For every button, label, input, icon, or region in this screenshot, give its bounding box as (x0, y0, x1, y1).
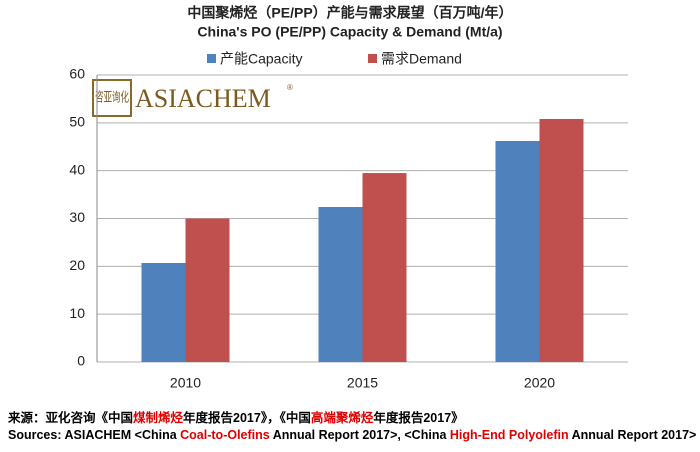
source-segment: Annual Report 2017> (568, 428, 697, 442)
x-tick-label: 2020 (524, 375, 555, 391)
source-segment: 高端聚烯烃 (310, 411, 374, 425)
source-en: Sources: ASIACHEM <China Coal-to-Olefins… (8, 428, 696, 442)
source-cn: 来源：亚化咨询《中国煤制烯烃年度报告2017》，《中国高端聚烯烃年度报告2017… (8, 407, 464, 426)
logo-en: ASIACHEM (135, 84, 271, 113)
chart-subtitle: China's PO (PE/PP) Capacity & Demand (Mt… (197, 24, 502, 40)
legend-label: 产能Capacity (220, 51, 302, 67)
logo-cn: 咨亚询化 (95, 89, 129, 104)
bar (539, 119, 584, 362)
bar (495, 141, 540, 362)
source-segment: High-End Polyolefin (449, 428, 569, 442)
source-segment: 来源：亚化咨询《中国 (8, 411, 134, 425)
legend-swatch (207, 54, 216, 63)
x-tick-label: 2015 (347, 375, 378, 391)
bar (318, 207, 363, 362)
y-tick-label: 0 (77, 353, 85, 369)
source-segment: 年度报告2017》，《中国 (183, 411, 311, 425)
y-tick-label: 30 (69, 209, 85, 225)
source-segment: Coal-to-Olefins (180, 428, 270, 442)
legend-label: 需求Demand (381, 51, 462, 67)
chart-title: 中国聚烯烃（PE/PP）产能与需求展望（百万吨/年） (187, 5, 512, 21)
legend-swatch (368, 54, 377, 63)
logo-frame (92, 79, 132, 117)
y-tick-label: 40 (69, 161, 85, 177)
bar (185, 218, 230, 362)
bar (141, 262, 186, 362)
source-segment: Annual Report 2017>, <China (269, 428, 450, 442)
y-tick-label: 10 (69, 305, 85, 321)
source-segment: 年度报告2017》 (373, 411, 464, 425)
bar (362, 173, 407, 362)
y-tick-label: 20 (69, 257, 85, 273)
x-tick-label: 2010 (170, 375, 201, 391)
y-tick-label: 50 (69, 114, 85, 130)
source-segment: 煤制烯烃 (133, 411, 184, 425)
source-segment: Sources: ASIACHEM <China (8, 428, 181, 442)
y-tick-label: 60 (69, 66, 85, 82)
chart: 中国聚烯烃（PE/PP）产能与需求展望（百万吨/年） China's PO (P… (69, 5, 628, 391)
logo: 咨亚询化 ASIACHEM ® (92, 79, 293, 117)
logo-mark: ® (287, 83, 293, 92)
